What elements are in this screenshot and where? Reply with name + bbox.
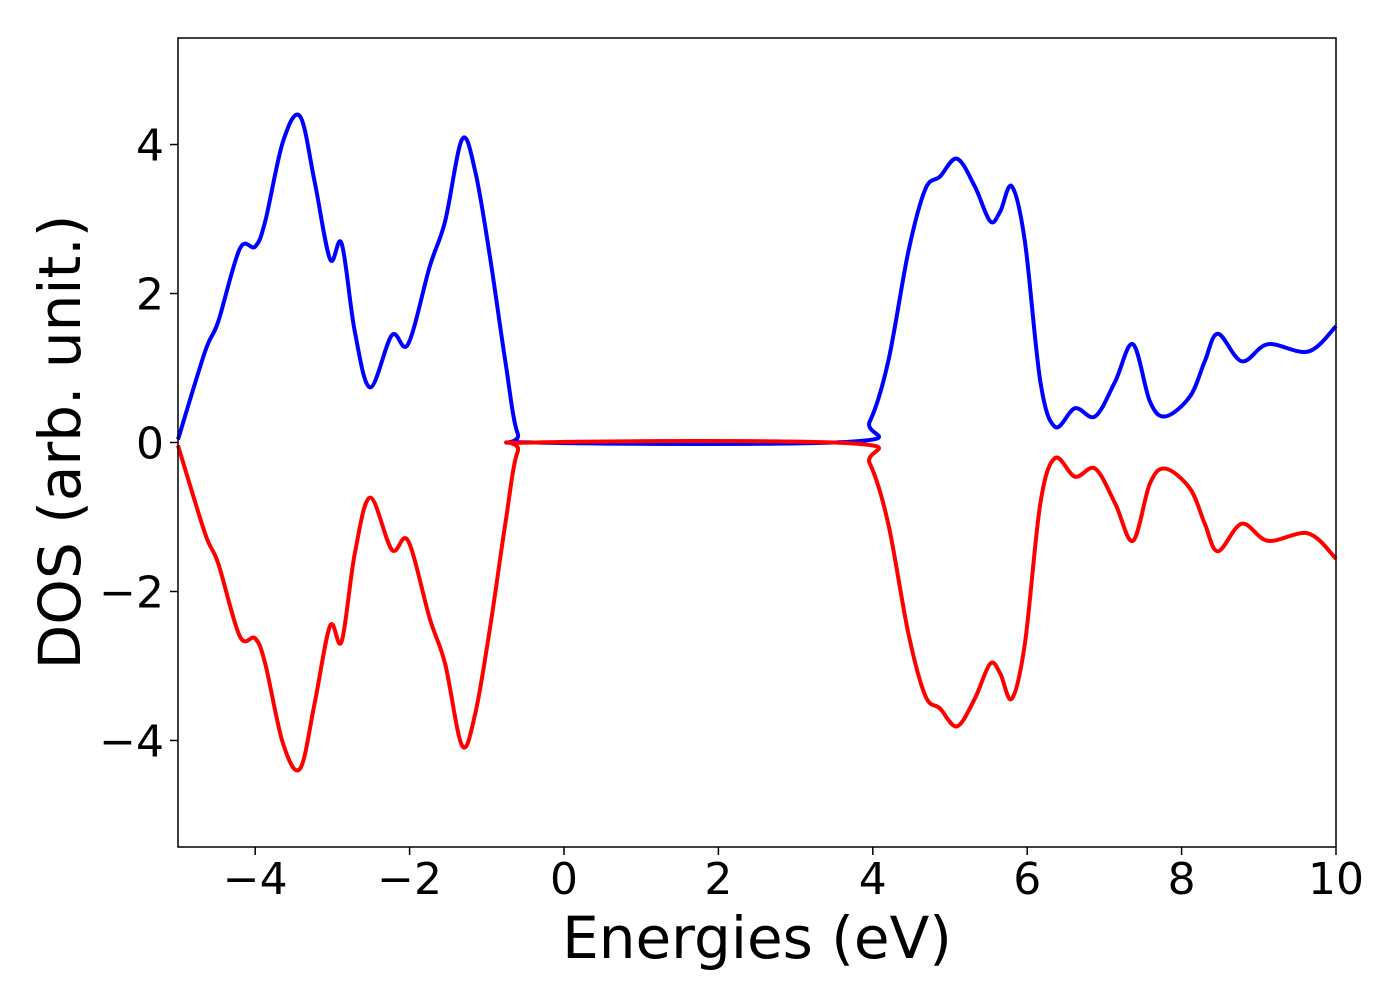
y-tick-label: 2 [136,270,164,321]
y-tick-label: −2 [99,567,164,618]
x-tick-label: 8 [1168,854,1196,905]
y-axis-label: DOS (arb. unit.) [26,215,94,670]
y-tick-label: −4 [99,716,164,767]
x-tick-label: 10 [1308,854,1364,905]
x-tick-label: −4 [223,854,288,905]
y-tick-label: 0 [136,419,164,470]
dos-line [176,112,1338,446]
x-tick-label: 4 [859,854,887,905]
y-tick-label: 4 [136,121,164,172]
x-tick-label: −2 [377,854,442,905]
x-tick-label: 6 [1013,854,1041,905]
x-axis-label: Energies (eV) [562,904,952,972]
plot-frame [177,37,1337,848]
x-tick-label: 0 [550,854,578,905]
dos-line [176,439,1338,773]
x-tick-label: 2 [704,854,732,905]
